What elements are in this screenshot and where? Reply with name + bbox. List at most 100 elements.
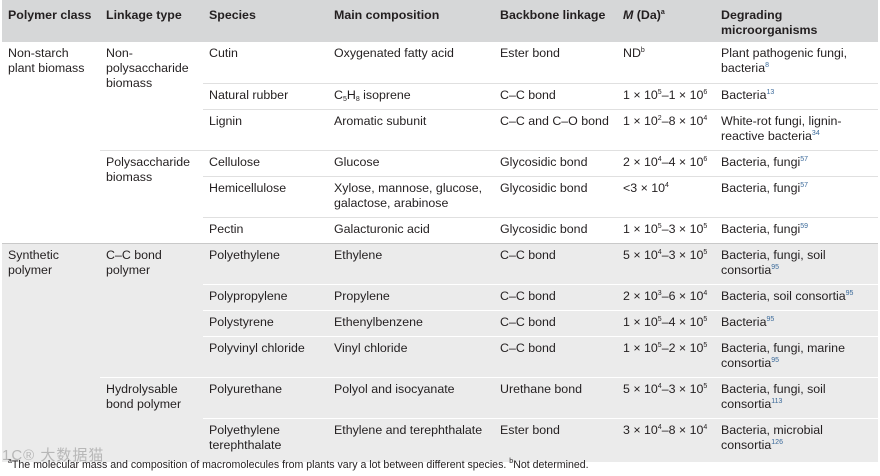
table-header: Polymer class Linkage type Species Main … — [2, 0, 878, 42]
cell-species: Polyethylene — [203, 242, 328, 284]
cell-molecular-mass: 2 × 104–4 × 106 — [617, 149, 715, 176]
table-body: Non-starch plant biomass Non-polysacchari… — [2, 42, 878, 462]
cell-composition: Ethylene and terephthalate — [328, 417, 494, 462]
cell-backbone-linkage: Glycosidic bond — [494, 149, 617, 176]
cell-molecular-mass: 5 × 104–3 × 105 — [617, 242, 715, 284]
cell-backbone-linkage: Urethane bond — [494, 376, 617, 418]
cell-linkage-type: Hydrolysable bond polymer — [100, 376, 203, 462]
cell-backbone-linkage: Ester bond — [494, 42, 617, 83]
cell-species: Pectin — [203, 216, 328, 243]
cell-molecular-mass: 1 × 105–1 × 106 — [617, 82, 715, 109]
table-row: Polysaccharide biomass Cellulose Glucose Gl… — [2, 149, 878, 243]
table-row: Non-starch plant biomass Non-polysacchari… — [2, 42, 878, 243]
cell-species: Polyurethane — [203, 376, 328, 418]
cell-linkage-type: C–C bond polymer — [100, 242, 203, 377]
cell-molecular-mass: 3 × 104–8 × 104 — [617, 417, 715, 462]
cell-molecular-mass: <3 × 104 — [617, 175, 715, 217]
table-row: Natural rubber C5H8 isoprene C–C bond 1 × 1… — [2, 82, 878, 109]
reference-marker: 34 — [811, 129, 820, 137]
cell-species: Cellulose — [203, 149, 328, 176]
reference-marker: 95 — [771, 356, 780, 364]
table-row: Polystyrene Ethenylbenzene C–C bond 1 × 105… — [2, 309, 878, 336]
reference-marker: 57 — [800, 181, 809, 189]
reference-marker: 95 — [766, 315, 775, 323]
table-row: Hemicellulose Xylose, mannose, glucose, g… — [2, 175, 878, 217]
header-linkage-type: Linkage type — [100, 0, 203, 42]
cell-degrading-microorganisms: Bacteria, fungi57 — [715, 175, 878, 217]
cell-linkage-type: Polysaccharide biomass — [100, 149, 203, 243]
cell-backbone-linkage: C–C and C–O bond — [494, 108, 617, 150]
header-main-composition: Main composition — [328, 0, 494, 42]
table-row: Polypropylene Propylene C–C bond 2 × 103–6 … — [2, 283, 878, 310]
cell-species: Cutin — [203, 42, 328, 83]
cell-species: Polypropylene — [203, 283, 328, 310]
table-row: Synthetic polymer C–C bond polymer Polyeth… — [2, 242, 878, 462]
cell-backbone-linkage: Glycosidic bond — [494, 216, 617, 243]
cell-backbone-linkage: C–C bond — [494, 242, 617, 284]
cell-composition: Xylose, mannose, glucose, galactose, ara… — [328, 175, 494, 217]
reference-marker: 8 — [765, 62, 769, 69]
reference-marker: 126 — [771, 438, 783, 446]
cell-backbone-linkage: Glycosidic bond — [494, 175, 617, 217]
cell-degrading-microorganisms: Bacteria, soil consortia95 — [715, 283, 878, 310]
cell-degrading-microorganisms: Bacteria13 — [715, 82, 878, 109]
reference-marker: 57 — [800, 155, 809, 163]
cell-composition: Polyol and isocyanate — [328, 376, 494, 418]
polymer-degradation-table: Polymer class Linkage type Species Main … — [2, 0, 878, 462]
cell-composition: C5H8 isoprene — [328, 82, 494, 109]
cell-degrading-microorganisms: Bacteria, fungi, soil consortia95 — [715, 242, 878, 284]
header-backbone-linkage: Backbone linkage — [494, 0, 617, 42]
table-row: Polyethylene terephthalate Ethylene and t… — [2, 417, 878, 462]
cell-polymer-class: Non-starch plant biomass — [2, 42, 100, 243]
cell-backbone-linkage: Ester bond — [494, 417, 617, 462]
cell-degrading-microorganisms: Plant pathogenic fungi, bacteria8 — [715, 42, 878, 83]
cell-degrading-microorganisms: Bacteria, fungi, marine consortia95 — [715, 335, 878, 377]
cell-molecular-mass: 1 × 102–8 × 104 — [617, 108, 715, 150]
cell-molecular-mass: 1 × 105–4 × 105 — [617, 309, 715, 336]
cell-composition: Ethylene — [328, 242, 494, 284]
cell-degrading-microorganisms: White-rot fungi, lignin-reactive bacteri… — [715, 108, 878, 150]
cell-molecular-mass: 5 × 104–3 × 105 — [617, 376, 715, 418]
reference-marker: 95 — [845, 289, 854, 297]
cell-backbone-linkage: C–C bond — [494, 283, 617, 310]
cell-species: Polystyrene — [203, 309, 328, 336]
cell-degrading-microorganisms: Bacteria, fungi57 — [715, 149, 878, 176]
reference-marker: 95 — [771, 263, 780, 271]
table-row: Polyvinyl chloride Vinyl chloride C–C bond… — [2, 335, 878, 377]
cell-composition: Aromatic subunit — [328, 108, 494, 150]
cell-backbone-linkage: C–C bond — [494, 309, 617, 336]
cell-backbone-linkage: C–C bond — [494, 82, 617, 109]
cell-degrading-microorganisms: Bacteria, fungi59 — [715, 216, 878, 243]
cell-composition: Propylene — [328, 283, 494, 310]
header-molecular-mass: M (Da)a — [617, 0, 715, 42]
cell-linkage-type: Non-polysaccharide biomass — [100, 42, 203, 150]
cell-degrading-microorganisms: Bacteria, microbial consortia126 — [715, 417, 878, 462]
cell-polymer-class: Synthetic polymer — [2, 242, 100, 462]
cell-molecular-mass: NDb — [617, 42, 715, 83]
cell-molecular-mass: 1 × 105–3 × 105 — [617, 216, 715, 243]
header-degrading-microorganisms: Degrading microorganisms — [715, 0, 878, 42]
cell-composition: Glucose — [328, 149, 494, 176]
cell-composition: Oxygenated fatty acid — [328, 42, 494, 83]
table-row: Hydrolysable bond polymer Polyurethane Pol… — [2, 376, 878, 462]
cell-molecular-mass: 1 × 105–2 × 105 — [617, 335, 715, 377]
cell-species: Polyethylene terephthalate — [203, 417, 328, 462]
header-species: Species — [203, 0, 328, 42]
cell-species: Hemicellulose — [203, 175, 328, 217]
cell-composition: Galacturonic acid — [328, 216, 494, 243]
cell-molecular-mass: 2 × 103–6 × 104 — [617, 283, 715, 310]
table-row: Lignin Aromatic subunit C–C and C–O bond 1 … — [2, 108, 878, 150]
cell-composition: Vinyl chloride — [328, 335, 494, 377]
cell-degrading-microorganisms: Bacteria, fungi, soil consortia113 — [715, 376, 878, 418]
table-footnote: aThe molecular mass and composition of m… — [8, 458, 589, 471]
cell-species: Lignin — [203, 108, 328, 150]
cell-species: Natural rubber — [203, 82, 328, 109]
reference-marker: 59 — [800, 222, 809, 230]
cell-backbone-linkage: C–C bond — [494, 335, 617, 377]
cell-composition: Ethenylbenzene — [328, 309, 494, 336]
watermark: 1C® 大数据猫 — [2, 447, 105, 464]
table-row: Pectin Galacturonic acid Glycosidic bond 1 … — [2, 216, 878, 243]
reference-marker: 13 — [766, 88, 775, 96]
cell-species: Polyvinyl chloride — [203, 335, 328, 377]
header-polymer-class: Polymer class — [2, 0, 100, 42]
